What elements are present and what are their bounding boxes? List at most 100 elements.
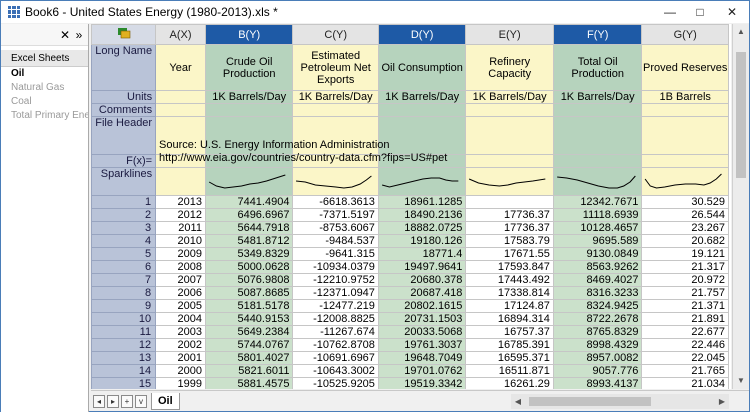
row-number[interactable]: 3 (91, 221, 157, 235)
data-cell[interactable]: 22.045 (641, 351, 729, 365)
row-number[interactable]: 13 (91, 351, 157, 365)
next-sheet-button[interactable]: ▸ (107, 394, 119, 408)
data-cell[interactable]: 17338.814 (465, 286, 554, 300)
units-c[interactable]: 1K Barrels/Day (292, 90, 379, 104)
data-cell[interactable]: 19.121 (641, 247, 729, 261)
data-cell[interactable]: 21.891 (641, 312, 729, 326)
data-cell[interactable]: 16595.371 (465, 351, 554, 365)
sheet-item-coal[interactable]: Coal (11, 96, 32, 107)
row-number[interactable]: 10 (91, 312, 157, 326)
add-sheet-button[interactable]: + (121, 394, 133, 408)
table-row[interactable]: 15 1999 5881.4575 -10525.9205 19519.3342 1626… (91, 377, 729, 389)
data-cell[interactable]: 5000.0628 (204, 260, 294, 274)
long-name-e[interactable]: Refinery Capacity (465, 44, 554, 91)
table-row[interactable]: 6 2008 5000.0628 -10934.0379 19497.9641 17593… (91, 260, 729, 274)
table-row[interactable]: 9 2005 5181.5178 -12477.219 20802.1615 17124.… (91, 299, 729, 313)
data-cell[interactable]: 16757.37 (465, 325, 554, 339)
file-header-cell[interactable] (377, 116, 467, 155)
data-cell[interactable]: 17124.87 (465, 299, 554, 313)
data-cell[interactable]: 2010 (155, 234, 206, 248)
data-cell[interactable]: -11267.674 (292, 325, 379, 339)
data-cell[interactable]: -6618.3613 (292, 195, 379, 209)
worksheet-grid[interactable]: A(X) B(Y) C(Y) D(Y) E(Y) F(Y) G(Y) Long … (91, 24, 731, 389)
comment-cell[interactable] (292, 103, 379, 117)
data-cell[interactable]: 21.765 (641, 364, 729, 378)
long-name-c[interactable]: Estimated Petroleum Net Exports (292, 44, 379, 91)
sheet-item-total-primary-energy[interactable]: Total Primary Energ (11, 110, 88, 121)
comment-cell[interactable] (377, 103, 467, 117)
vertical-scrollbar[interactable]: ▲ ▼ (732, 24, 749, 389)
data-cell[interactable]: 30.529 (641, 195, 729, 209)
data-cell[interactable]: 19180.126 (377, 234, 467, 248)
data-cell[interactable]: -12371.0947 (292, 286, 379, 300)
comment-cell[interactable] (552, 103, 643, 117)
maximize-button[interactable]: □ (696, 5, 704, 19)
table-row[interactable]: 4 2010 5481.8712 -9484.537 19180.126 17583.79… (91, 234, 729, 248)
data-cell[interactable]: 2003 (155, 325, 206, 339)
data-cell[interactable]: -12210.9752 (292, 273, 379, 287)
data-cell[interactable]: 2001 (155, 351, 206, 365)
data-cell[interactable]: 8998.4329 (552, 338, 643, 352)
col-header-b[interactable]: B(Y) (204, 24, 294, 45)
data-cell[interactable]: 5349.8329 (204, 247, 294, 261)
table-row[interactable]: 12 2002 5744.0767 -10762.8708 19761.3037 1678… (91, 338, 729, 352)
data-cell[interactable]: -8753.6067 (292, 221, 379, 235)
sheet-list-button[interactable]: v (135, 394, 147, 408)
data-cell[interactable]: 8324.9425 (552, 299, 643, 313)
data-cell[interactable]: 2012 (155, 208, 206, 222)
col-header-c[interactable]: C(Y) (292, 24, 379, 45)
formula-cell[interactable] (155, 154, 206, 168)
prev-sheet-button[interactable]: ◂ (93, 394, 105, 408)
data-cell[interactable]: 10128.4657 (552, 221, 643, 235)
row-number[interactable]: 2 (91, 208, 157, 222)
data-cell[interactable]: 16511.871 (465, 364, 554, 378)
long-name-f[interactable]: Total Oil Production (552, 44, 643, 91)
units-b[interactable]: 1K Barrels/Day (204, 90, 294, 104)
data-cell[interactable] (465, 195, 554, 209)
col-header-e[interactable]: E(Y) (465, 24, 554, 45)
data-cell[interactable]: 26.544 (641, 208, 729, 222)
row-label-file-header[interactable]: File Header (91, 116, 157, 155)
data-cell[interactable]: 5076.9808 (204, 273, 294, 287)
table-row[interactable]: 3 2011 5644.7918 -8753.6067 18882.0725 17736.… (91, 221, 729, 235)
file-header-cell[interactable] (641, 116, 729, 155)
scroll-down-arrow-icon[interactable]: ▼ (737, 376, 745, 385)
row-number[interactable]: 9 (91, 299, 157, 313)
row-number[interactable]: 8 (91, 286, 157, 300)
data-cell[interactable]: 17443.492 (465, 273, 554, 287)
data-cell[interactable]: 21.317 (641, 260, 729, 274)
data-cell[interactable]: 20.682 (641, 234, 729, 248)
data-cell[interactable]: 5821.6011 (204, 364, 294, 378)
grid-corner[interactable] (91, 24, 157, 45)
row-label-sparklines[interactable]: Sparklines (91, 167, 157, 196)
table-row[interactable]: 8 2006 5087.8685 -12371.0947 20687.418 17338.… (91, 286, 729, 300)
long-name-g[interactable]: Proved Reserves (641, 44, 729, 91)
row-label-comments[interactable]: Comments (91, 103, 157, 117)
formula-cell[interactable] (641, 154, 729, 168)
sheet-item-oil[interactable]: Oil (11, 68, 25, 79)
data-cell[interactable]: 19497.9641 (377, 260, 467, 274)
data-cell[interactable]: 2009 (155, 247, 206, 261)
data-cell[interactable]: 21.034 (641, 377, 729, 389)
long-name-b[interactable]: Crude Oil Production (204, 44, 294, 91)
data-cell[interactable]: 22.677 (641, 325, 729, 339)
data-cell[interactable]: 5801.4027 (204, 351, 294, 365)
data-cell[interactable]: 20731.1503 (377, 312, 467, 326)
data-cell[interactable]: -10762.8708 (292, 338, 379, 352)
units-a[interactable] (155, 90, 206, 104)
col-header-g[interactable]: G(Y) (641, 24, 729, 45)
data-cell[interactable]: 18771.4 (377, 247, 467, 261)
data-cell[interactable]: 7441.4904 (204, 195, 294, 209)
close-pane-icon[interactable]: ✕ (59, 27, 71, 42)
data-cell[interactable]: 5649.2384 (204, 325, 294, 339)
col-header-f[interactable]: F(Y) (552, 24, 643, 45)
long-name-d[interactable]: Oil Consumption (377, 44, 467, 91)
formula-cell[interactable] (552, 154, 643, 168)
table-row[interactable]: 14 2000 5821.6011 -10643.3002 19701.0762 1651… (91, 364, 729, 378)
row-number[interactable]: 15 (91, 377, 157, 389)
horizontal-scrollbar[interactable]: ◀ ▶ (511, 394, 729, 409)
data-cell[interactable]: 2011 (155, 221, 206, 235)
data-cell[interactable]: 16785.391 (465, 338, 554, 352)
data-cell[interactable]: 6496.6967 (204, 208, 294, 222)
data-cell[interactable]: 2000 (155, 364, 206, 378)
